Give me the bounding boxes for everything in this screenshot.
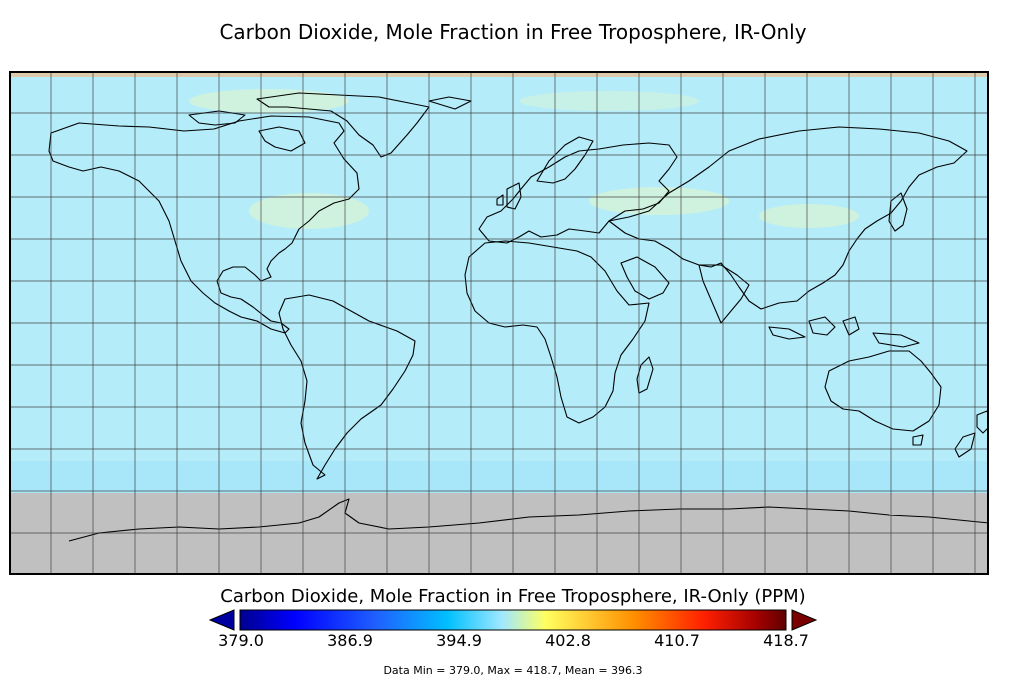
colorbar-tick-label: 418.7: [763, 631, 809, 650]
data-statistics: Data Min = 379.0, Max = 418.7, Mean = 39…: [383, 664, 643, 677]
map-title: Carbon Dioxide, Mole Fraction in Free Tr…: [219, 20, 807, 44]
map-frame: [9, 71, 989, 575]
colorbar-under-arrow: [208, 609, 235, 631]
colorbar-tick-label: 379.0: [218, 631, 264, 650]
no-data-region: [9, 493, 989, 575]
co2-map: [9, 71, 989, 575]
colorbar-gradient: [239, 609, 787, 631]
graticule: [9, 71, 989, 575]
colorbar-tick-label: 410.7: [654, 631, 700, 650]
data-field: [9, 71, 989, 493]
colorbar-tick-label: 394.9: [436, 631, 482, 650]
colorbar-tick-label: 386.9: [327, 631, 373, 650]
colorbar-over-arrow: [791, 609, 818, 631]
colorbar-title: Carbon Dioxide, Mole Fraction in Free Tr…: [220, 586, 806, 607]
colorbar-tick-label: 402.8: [545, 631, 591, 650]
colorbar: [208, 609, 818, 631]
field-variations: [9, 71, 989, 493]
